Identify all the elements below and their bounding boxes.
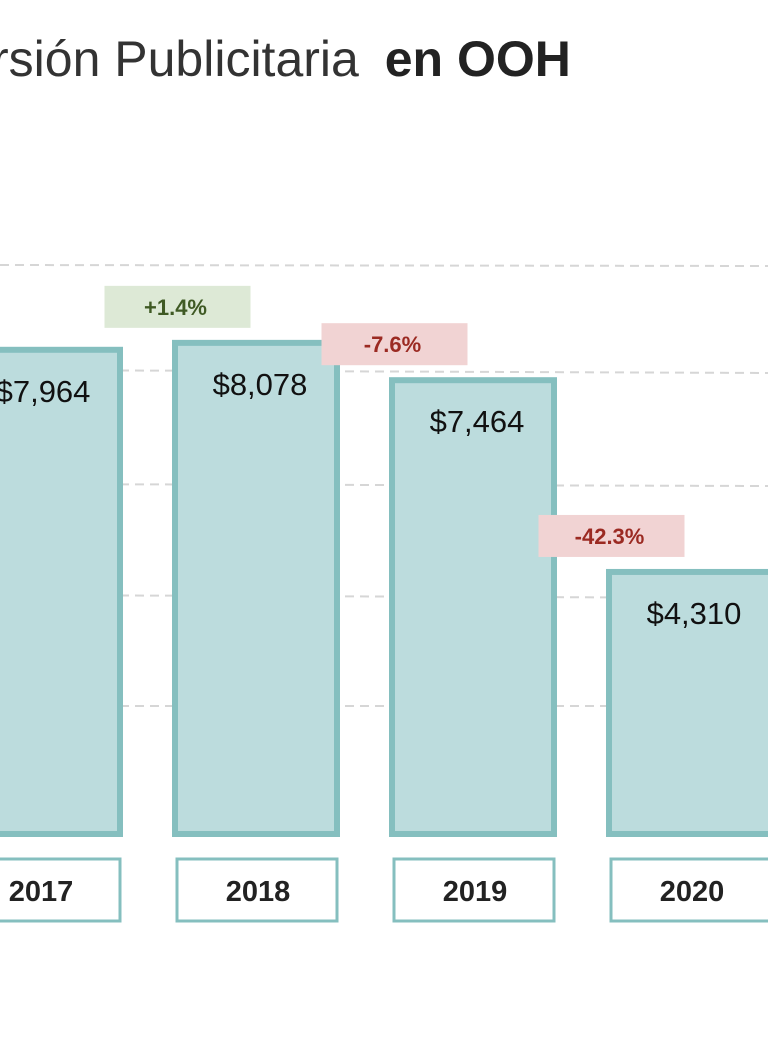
year-label-2017: 2017 xyxy=(9,876,74,908)
value-label-2019: $7,464 xyxy=(430,404,525,439)
bar-2019 xyxy=(389,377,557,837)
gridline xyxy=(0,483,768,487)
chart-title: rsión Publicitaria en OOH xyxy=(0,31,571,87)
change-badges: +1.4% -7.6% -42.3% xyxy=(104,285,685,557)
value-label-2018: $8,078 xyxy=(213,367,308,402)
bars: $7,964 $8,078 $7,464 $4,310 xyxy=(0,339,768,838)
gridline xyxy=(0,369,768,374)
bar-2018 xyxy=(172,339,340,837)
gridlines xyxy=(0,264,768,707)
chart-title-bold: en OOH xyxy=(385,31,571,87)
change-badge-label: +1.4% xyxy=(144,295,207,320)
change-badge-label: -7.6% xyxy=(364,332,421,357)
change-badge-bg xyxy=(321,323,468,366)
chart-title-light: rsión Publicitaria xyxy=(0,31,359,87)
year-box-2020 xyxy=(609,857,768,923)
gridline xyxy=(0,594,768,599)
year-box-2017 xyxy=(0,857,122,923)
year-label-2019: 2019 xyxy=(443,876,508,908)
bar-2020 xyxy=(606,568,768,838)
year-box-2018 xyxy=(175,857,339,923)
change-badge-bg xyxy=(538,514,685,557)
bar-2017 xyxy=(0,346,123,837)
value-label-2017: $7,964 xyxy=(0,374,90,409)
year-label-2020: 2020 xyxy=(660,876,725,908)
change-badge-label: -42.3% xyxy=(575,524,645,549)
gridline xyxy=(0,264,768,267)
year-box-2019 xyxy=(392,857,556,923)
change-badge-bg xyxy=(104,285,251,328)
value-label-2020: $4,310 xyxy=(647,596,742,631)
year-label-2018: 2018 xyxy=(226,876,291,908)
year-labels: 2017 2018 2019 2020 xyxy=(0,857,768,923)
